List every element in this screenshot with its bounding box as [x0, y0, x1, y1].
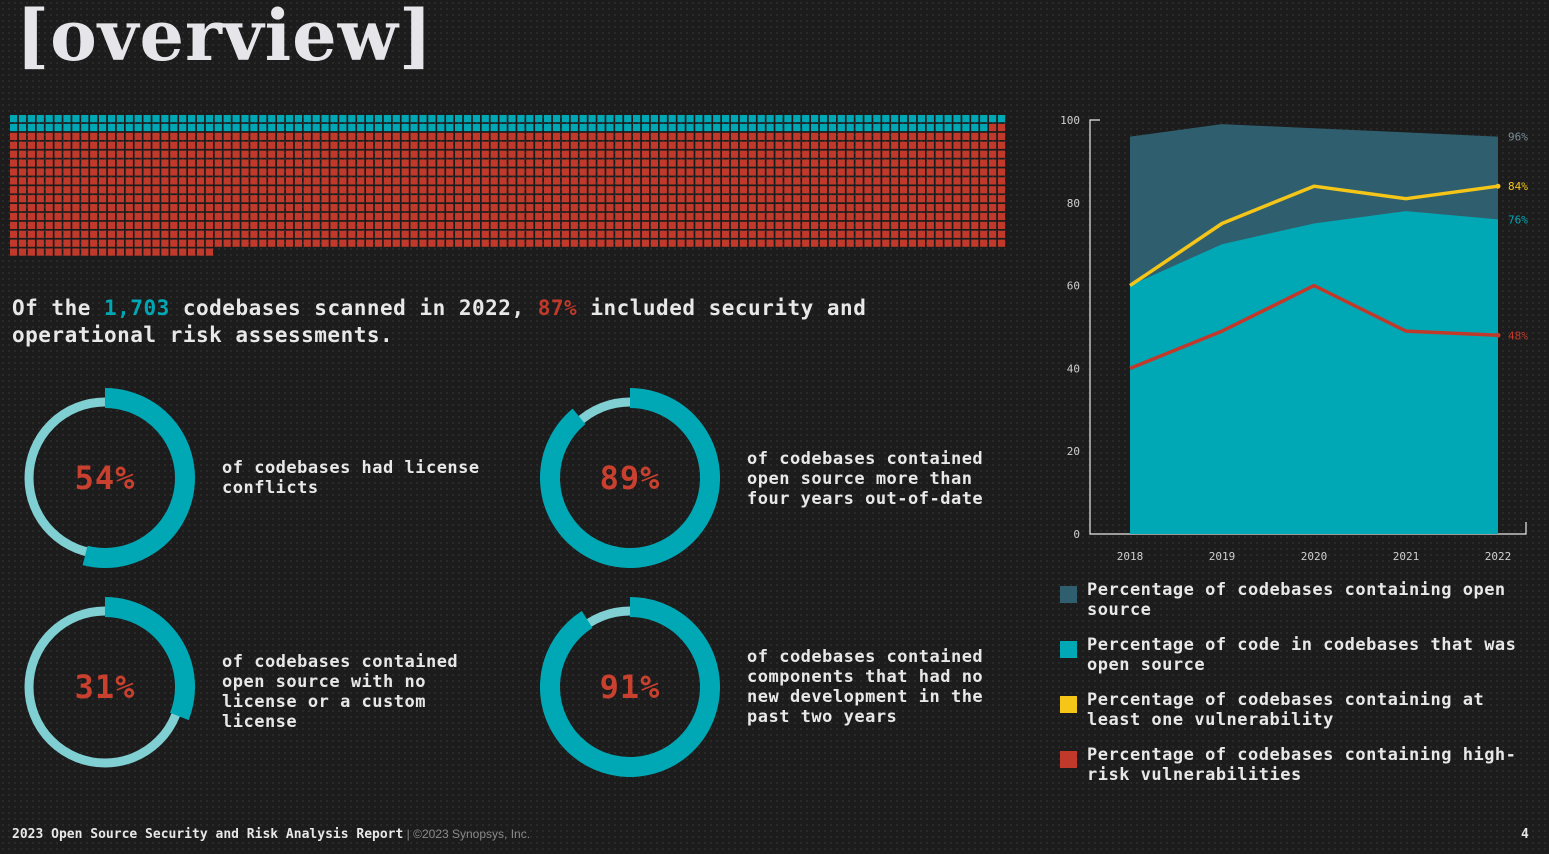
legend-label: Percentage of codebases containing open …: [1087, 580, 1506, 620]
x-tick-label: 2021: [1393, 550, 1420, 563]
y-tick-label: 0: [1073, 528, 1080, 541]
donut-arc: [82, 388, 195, 568]
y-tick-label: 20: [1067, 445, 1080, 458]
footer: 2023 Open Source Security and Risk Analy…: [12, 827, 530, 842]
y-tick-label: 40: [1067, 362, 1080, 375]
footer-report-title: 2023 Open Source Security and Risk Analy…: [12, 827, 404, 842]
chart-axes: [1089, 119, 1527, 535]
line-series: [1129, 184, 1499, 288]
donut-out-of-date: 89%: [540, 388, 720, 568]
stat-value: 91%: [599, 668, 661, 706]
stat-value: 31%: [74, 668, 136, 706]
donut-no-license: 31%: [15, 597, 195, 777]
stat-value: 89%: [599, 459, 661, 497]
donut-arc: [540, 388, 720, 568]
line-series: [1129, 283, 1499, 371]
stat-value: 54%: [74, 459, 136, 497]
page-number: 4: [1521, 827, 1529, 842]
y-tick-label: 60: [1067, 280, 1080, 293]
y-tick-label: 80: [1067, 197, 1080, 210]
page-title: [overview]: [16, 0, 434, 77]
summary-part3: included security and operational risk a…: [12, 296, 867, 347]
donut-arc: [104, 597, 195, 721]
legend-swatch: [1060, 586, 1077, 603]
series-end-label: 96%: [1508, 131, 1528, 144]
legend-swatch: [1060, 696, 1077, 713]
legend-swatch: [1060, 641, 1077, 658]
area-series: [1130, 211, 1498, 534]
series-end-point: [1495, 332, 1501, 338]
summary-part2: codebases scanned in 2022,: [169, 296, 538, 320]
stat-label: of codebases contained components that h…: [747, 647, 984, 727]
donut-no-development: 91%: [540, 597, 720, 777]
x-tick-label: 2019: [1209, 550, 1236, 563]
stat-label: of codebases contained open source more …: [747, 449, 984, 509]
y-tick-label: 100: [1060, 114, 1080, 127]
donut-license-conflicts: 54%: [15, 388, 195, 568]
summary-part1: Of the: [12, 296, 105, 320]
legend-swatch: [1060, 751, 1077, 768]
x-tick-label: 2020: [1301, 550, 1328, 563]
series-end-label: 76%: [1508, 213, 1528, 226]
summary-percent: 87%: [537, 296, 578, 320]
series-end-label: 84%: [1508, 180, 1528, 193]
legend-label: Percentage of codebases containing high-…: [1087, 745, 1517, 785]
summary-count: 1,703: [104, 296, 170, 320]
trend-chart: 0 20 40 60 80 100 2018 2019 2020 2021 2022 96% 76% 84…: [1060, 114, 1528, 563]
legend-label: Percentage of code in codebases that was…: [1087, 635, 1517, 675]
stat-label: of codebases contained open source with …: [222, 652, 459, 732]
summary-text: Of the 1,703 codebases scanned in 2022, …: [12, 295, 992, 349]
footer-copyright: | ©2023 Synopsys, Inc.: [403, 827, 531, 841]
series-end-point: [1495, 183, 1501, 189]
series-end-label: 48%: [1508, 329, 1528, 342]
x-tick-label: 2022: [1485, 550, 1512, 563]
stat-label: of codebases had license conflicts: [222, 458, 480, 498]
waffle-chart: [10, 115, 1006, 256]
donut-arc: [540, 597, 720, 777]
x-tick-label: 2018: [1117, 550, 1144, 563]
legend-label: Percentage of codebases containing at le…: [1087, 690, 1485, 730]
